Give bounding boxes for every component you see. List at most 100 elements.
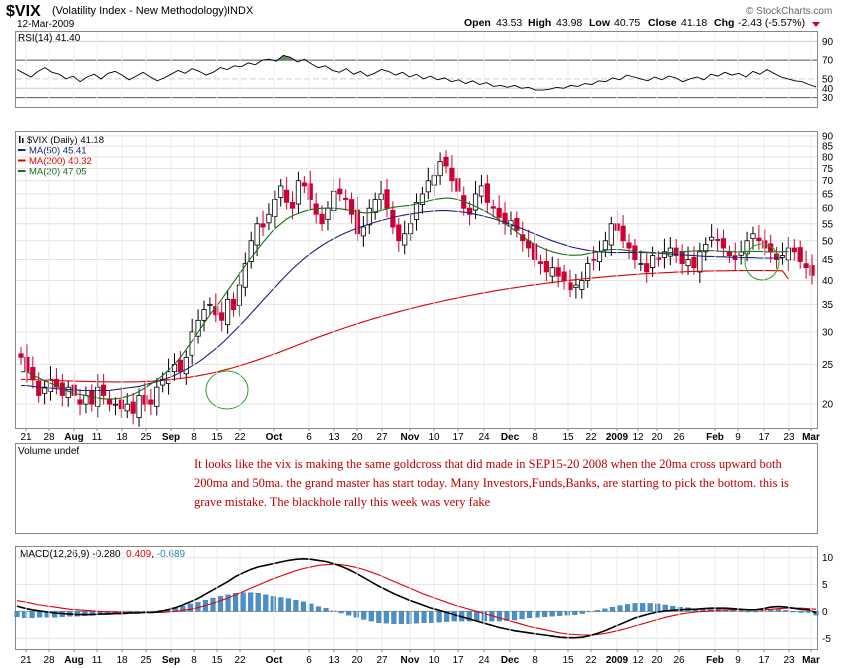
candle-body xyxy=(24,356,30,373)
symbol-name: (Volatility Index - New Methodology) xyxy=(52,5,227,17)
candle-body xyxy=(289,201,296,209)
macd-hist-bar xyxy=(738,610,744,612)
candle-body xyxy=(549,267,555,277)
x-tick-label: Mar xyxy=(802,432,820,443)
candle-body xyxy=(437,161,443,177)
macd-hist-bar xyxy=(602,608,608,612)
x-tick-label: Dec xyxy=(501,655,520,666)
candle-body xyxy=(366,207,372,226)
x-tick-label: 13 xyxy=(328,655,340,666)
x-tick-label: 6 xyxy=(306,432,312,443)
candle-body xyxy=(77,399,83,405)
x-tick-label: 28 xyxy=(43,655,55,666)
macd-hist-bar xyxy=(805,611,812,613)
x-tick-label: 27 xyxy=(376,655,388,666)
x-tick-label: 18 xyxy=(116,655,128,666)
macd-hist-bar xyxy=(413,611,420,624)
macd-hist-bar xyxy=(466,611,472,622)
x-tick-label: 17 xyxy=(452,432,464,443)
candle-body xyxy=(596,251,603,263)
legend-entry: MA(50) 45.41 xyxy=(29,146,87,157)
legend-entry: MA(20) 47.05 xyxy=(29,167,87,178)
candle-body xyxy=(579,280,585,290)
price-panel xyxy=(15,131,818,429)
macd-hist-bar xyxy=(617,605,623,612)
candle-body xyxy=(413,201,420,220)
x-tick-label: Oct xyxy=(266,655,283,666)
macd-hist-bar xyxy=(670,605,676,612)
x-tick-label: 22 xyxy=(585,655,597,666)
candle-body xyxy=(112,403,119,406)
candle-body xyxy=(425,180,431,193)
macd-hist-bar xyxy=(609,606,616,612)
x-tick-label: 8 xyxy=(532,655,538,666)
candle-body xyxy=(301,182,307,187)
goldcross-circle-mar xyxy=(744,243,780,281)
macd-hist-bar xyxy=(625,604,631,612)
macd-hist-bar xyxy=(346,611,352,616)
macd-hist-bar xyxy=(496,611,502,622)
x-tick-label: Oct xyxy=(266,432,283,443)
candle-body xyxy=(47,378,54,392)
volume-panel xyxy=(15,443,818,534)
macd-hist-bar xyxy=(655,603,661,612)
x-tick-label: 20 xyxy=(351,655,363,666)
x-tick-label: Nov xyxy=(401,655,420,666)
price-tick-label: 35 xyxy=(822,300,834,311)
candle-body xyxy=(248,240,254,262)
macd-hist-bar xyxy=(429,611,435,623)
x-tick-label: 21 xyxy=(20,432,32,443)
candle-body xyxy=(419,193,426,205)
candle-body xyxy=(785,247,791,261)
x-tick-label: 22 xyxy=(585,432,597,443)
rsi-series xyxy=(16,54,817,91)
rsi-tick-label: 70 xyxy=(822,56,834,67)
x-tick-label: Nov xyxy=(401,432,420,443)
macd-hist-bar xyxy=(248,592,254,612)
high-label: High xyxy=(528,17,551,29)
candle-body xyxy=(490,206,496,209)
candle-body xyxy=(254,223,260,246)
candle-body xyxy=(709,236,715,241)
price-tick-label: 70 xyxy=(822,176,834,187)
candle-body xyxy=(106,399,113,405)
candle-body xyxy=(201,309,207,321)
macd-hist-bar xyxy=(564,611,570,616)
annotation-text: It looks like the vix is making the same… xyxy=(194,457,789,509)
candle-body xyxy=(307,183,313,200)
x-tick-label: 10 xyxy=(428,655,440,666)
candle-body xyxy=(691,257,697,269)
candle-body xyxy=(685,259,691,267)
candle-body xyxy=(809,265,815,276)
candle-body xyxy=(484,183,490,203)
macd-hist-bar xyxy=(549,611,555,617)
x-tick-label: Aug xyxy=(64,655,83,666)
quote-stats: Open 43.53 High 43.98 Low 40.75 Close 41… xyxy=(464,17,820,29)
chg-value: -2.43 (-5.57%) xyxy=(738,17,805,29)
down-arrow-icon xyxy=(812,22,820,27)
legend-entry: $VIX (Daily) 41.18 xyxy=(27,135,104,146)
x-tick-label: Dec xyxy=(501,432,520,443)
macd-hist-bar xyxy=(798,611,804,613)
candle-body xyxy=(242,263,248,288)
macd-hist-bar xyxy=(557,611,563,616)
open-value: 43.53 xyxy=(496,17,522,29)
macd-hist-bar xyxy=(368,611,374,622)
x-tick-label: 25 xyxy=(140,655,152,666)
macd-series xyxy=(14,557,819,639)
macd-hist-bar xyxy=(421,611,427,623)
candle-body xyxy=(467,207,473,215)
candle-body xyxy=(319,213,325,225)
candle-body xyxy=(750,233,756,240)
macd-hist-bar xyxy=(444,611,450,622)
x-tick-label: 21 xyxy=(20,655,32,666)
x-tick-label: 18 xyxy=(116,432,128,443)
candle-body xyxy=(791,247,797,253)
candle-body xyxy=(42,386,48,394)
price-series xyxy=(18,150,815,427)
x-tick-label: 2009 xyxy=(606,655,629,666)
candle-body xyxy=(797,247,803,262)
macd-hist-bar xyxy=(474,611,480,622)
candle-body xyxy=(726,251,732,257)
macd-tick-label: -5 xyxy=(822,634,831,645)
